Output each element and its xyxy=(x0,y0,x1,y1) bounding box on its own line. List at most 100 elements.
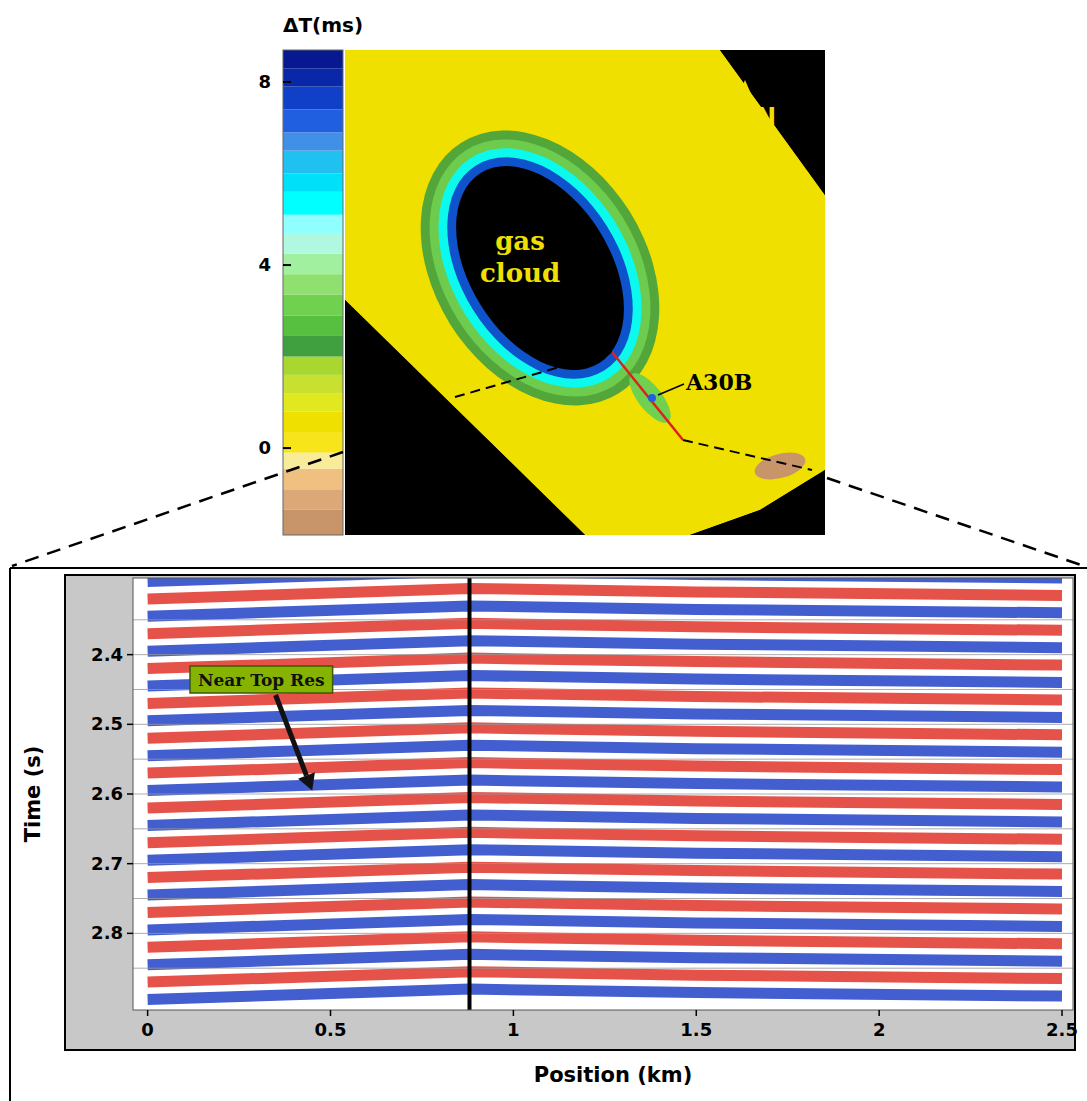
x-axis-title: Position (km) xyxy=(534,1063,692,1087)
survey-line xyxy=(683,440,812,470)
reflector xyxy=(148,885,1062,895)
colorbar-tick xyxy=(283,447,291,449)
colorbar-tick-label: 0 xyxy=(258,437,271,458)
colorbar-tick-label: 8 xyxy=(258,71,271,92)
section-marks xyxy=(133,578,1073,1010)
survey-background xyxy=(345,50,825,535)
reflector xyxy=(148,850,1062,861)
zoom-line xyxy=(827,478,1084,566)
x-tick xyxy=(878,1010,880,1016)
y-tick-label: 2.7 xyxy=(91,853,123,874)
y-tick-label: 2.6 xyxy=(91,783,123,804)
y-tick xyxy=(127,863,133,865)
halo-ring xyxy=(372,86,709,449)
colorbar-tick-label: 4 xyxy=(258,254,271,275)
cloud-label-line: cloud xyxy=(480,258,560,288)
reflector xyxy=(148,745,1062,756)
figure: 048ΔT(ms)gascloudNA30B00.511.522.52.42.5… xyxy=(0,0,1087,1101)
x-tick-label: 0 xyxy=(141,1019,154,1040)
colorbar-band xyxy=(283,274,343,295)
well-dot xyxy=(648,394,656,402)
x-tick xyxy=(330,1010,332,1016)
colorbar-band xyxy=(283,192,343,215)
minor-grid-line xyxy=(133,828,1073,829)
colorbar-band xyxy=(283,469,343,490)
outer-frame xyxy=(9,568,11,1101)
x-tick xyxy=(147,1010,149,1016)
y-tick xyxy=(127,933,133,935)
colorbar-band xyxy=(283,357,343,375)
grid-line xyxy=(133,933,1073,934)
colorbar-band xyxy=(283,68,343,86)
colorbar-band xyxy=(283,87,343,110)
gas-cloud xyxy=(421,136,658,400)
well-line xyxy=(467,578,471,1010)
reflector xyxy=(148,606,1062,616)
reflector xyxy=(148,815,1062,826)
reflector xyxy=(148,989,1062,999)
survey-line xyxy=(455,352,612,397)
reflector xyxy=(148,578,1062,582)
annotation-arrow xyxy=(276,695,307,776)
zoom-line xyxy=(12,452,343,566)
plot-area xyxy=(133,578,1073,1010)
grid-line xyxy=(133,794,1073,795)
reflector xyxy=(148,693,1062,703)
x-tick-label: 2 xyxy=(873,1019,886,1040)
colorbar-band xyxy=(283,233,343,254)
north-arrow-head xyxy=(738,80,752,96)
reflector xyxy=(148,728,1062,739)
minor-grid-line xyxy=(133,619,1073,620)
reflector xyxy=(148,589,1062,599)
colorbar-band xyxy=(283,432,343,453)
reflector xyxy=(148,954,1062,964)
colorbar-band xyxy=(283,489,343,510)
colorbar-band xyxy=(283,174,343,192)
y-axis-title: Time (s) xyxy=(21,746,45,843)
map: gascloud N A30B xyxy=(345,50,825,535)
reflector xyxy=(148,780,1062,790)
x-tick-label: 2.5 xyxy=(1046,1019,1078,1040)
colorbar-band xyxy=(283,411,343,432)
grid-line xyxy=(133,724,1073,725)
reflector xyxy=(148,867,1062,877)
grid-line xyxy=(133,654,1073,655)
colorbar-tick xyxy=(283,81,291,83)
well-label: A30B xyxy=(685,369,752,395)
colorbar-band xyxy=(283,151,343,174)
colorbar-band xyxy=(283,510,343,535)
y-tick-label: 2.8 xyxy=(91,922,123,943)
halo-ring xyxy=(409,124,671,413)
map-ground xyxy=(345,50,825,535)
x-tick xyxy=(513,1010,515,1016)
colorbar-label: ΔT(ms) xyxy=(283,13,363,37)
y-tick xyxy=(127,654,133,656)
reflector xyxy=(148,937,1062,948)
survey-area xyxy=(345,50,825,535)
annotation-arrow-head xyxy=(298,772,315,790)
colorbar-band xyxy=(283,109,343,132)
edge-patch xyxy=(752,448,808,485)
colorbar-band xyxy=(283,336,343,357)
cloud-label: gascloud xyxy=(480,226,560,288)
plot-frame xyxy=(133,578,1073,1010)
annotation-box xyxy=(190,666,333,693)
reflector xyxy=(148,623,1062,633)
minor-grid-line xyxy=(133,968,1073,969)
colorbar-band xyxy=(283,295,343,316)
y-tick xyxy=(127,793,133,795)
north-label: N xyxy=(756,103,776,131)
halo-ring xyxy=(384,99,696,438)
colorbar-band xyxy=(283,50,343,68)
outer-frame xyxy=(10,567,1087,569)
x-tick xyxy=(1061,1010,1063,1016)
y-tick-label: 2.4 xyxy=(91,644,123,665)
colorbar-band xyxy=(283,375,343,393)
reflector xyxy=(148,919,1062,930)
axes: 00.511.522.52.42.52.62.72.8 xyxy=(91,644,1078,1040)
reflector xyxy=(148,763,1062,774)
colorbar-band xyxy=(283,254,343,275)
annotation: Near Top Res xyxy=(190,666,333,791)
reflector xyxy=(148,641,1062,652)
minor-grid-line xyxy=(133,898,1073,899)
